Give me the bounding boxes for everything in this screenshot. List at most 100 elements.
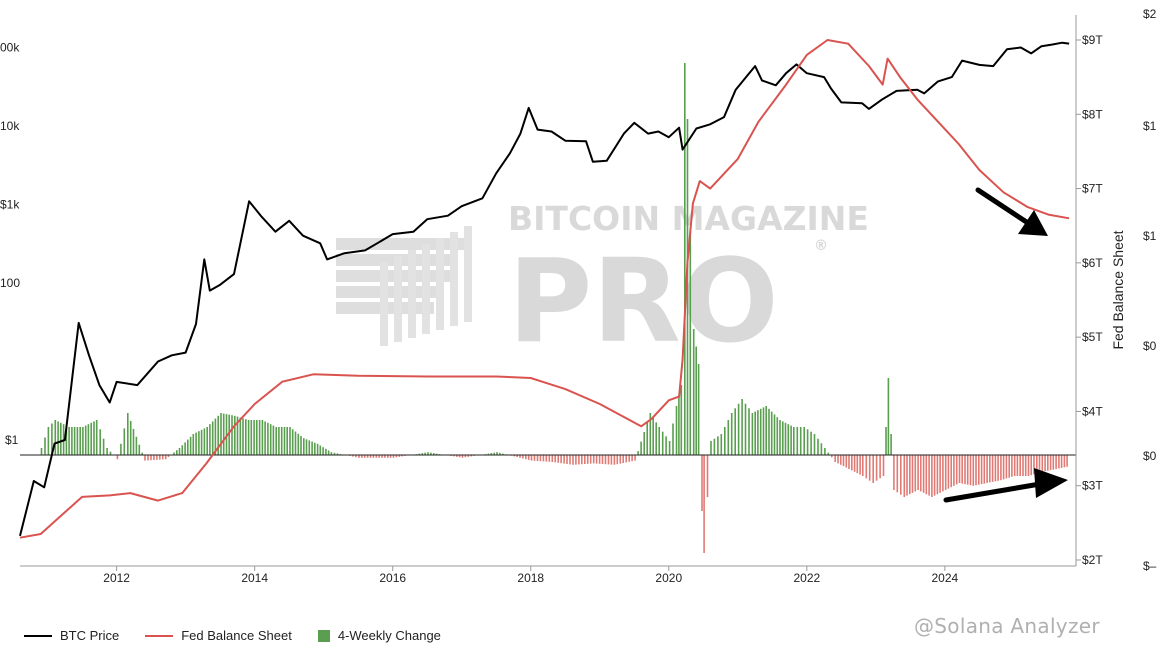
left-tick-label: $1k [0, 198, 20, 212]
change-bar [613, 455, 616, 465]
change-bar [1047, 455, 1049, 471]
change-bar [885, 427, 887, 455]
change-bar [581, 455, 583, 465]
change-bar [153, 455, 155, 460]
change-bar [616, 455, 619, 465]
change-bar [824, 448, 826, 455]
change-bar [401, 455, 403, 457]
change-bar [1019, 455, 1021, 476]
change-bar [1030, 455, 1032, 476]
change-bar [817, 438, 819, 455]
change-bar [164, 455, 167, 460]
far-right-tick-label: $– [1143, 559, 1157, 573]
change-bar [631, 455, 633, 462]
right-tick-label: $7T [1082, 182, 1103, 196]
change-bar [980, 455, 983, 485]
change-bar [706, 455, 709, 497]
change-bar [427, 452, 429, 455]
change-bar [661, 431, 664, 455]
change-bar [65, 425, 68, 455]
change-bar [239, 417, 242, 455]
arrow-down-icon [975, 187, 1048, 236]
change-bar [51, 423, 53, 455]
change-bar [355, 455, 357, 458]
change-bar [87, 424, 90, 455]
change-bar [754, 411, 756, 455]
change-bar [689, 231, 692, 455]
right-tick-label: $2T [1082, 553, 1103, 567]
change-bar [135, 436, 138, 455]
change-bar [887, 378, 890, 455]
change-bar [539, 455, 542, 462]
change-bar [189, 436, 192, 455]
change-bar [132, 428, 135, 455]
change-bar [1024, 455, 1027, 476]
change-bar [369, 455, 372, 458]
change-bar [906, 455, 908, 496]
change-bar [598, 455, 601, 464]
change-bar [903, 455, 906, 497]
legend-label-btc: BTC Price [60, 628, 120, 643]
legend-item-4-weekly-change[interactable]: 4-Weekly Change [317, 628, 441, 643]
change-bar [584, 455, 586, 464]
legend-label-fed: Fed Balance Sheet [181, 628, 292, 643]
change-bar [352, 455, 354, 457]
change-bar [911, 455, 914, 493]
change-bar [862, 455, 864, 476]
change-bar [245, 419, 247, 455]
legend-item-btc-price[interactable]: BTC Price [24, 628, 119, 643]
change-bar [330, 452, 333, 455]
watermark-registered: ® [814, 238, 828, 254]
change-bar [363, 455, 366, 458]
change-bar [156, 455, 158, 460]
change-bar [82, 427, 84, 455]
change-bar [519, 455, 521, 458]
change-bar [840, 455, 842, 465]
change-bar [872, 455, 874, 483]
change-bar [978, 455, 980, 485]
change-bar [834, 455, 836, 462]
change-bar [931, 455, 933, 497]
legend-item-fed-balance-sheet[interactable]: Fed Balance Sheet [145, 628, 292, 643]
change-bar [435, 453, 438, 455]
change-bar [178, 448, 181, 455]
change-bar [810, 431, 812, 455]
change-bar [925, 455, 928, 495]
change-bar [173, 452, 175, 455]
change-bar [950, 455, 952, 488]
far-right-axis-ticks: $2 $1 $1 $0 $0 $– [1143, 7, 1157, 573]
change-bar [1063, 455, 1066, 468]
far-right-tick-label: $2 [1143, 7, 1157, 21]
change-bar [1008, 455, 1010, 478]
change-bar [211, 421, 214, 455]
change-bar [649, 413, 652, 455]
change-bar [256, 420, 258, 455]
change-bar [695, 346, 697, 455]
change-bar [1044, 455, 1046, 472]
change-bar [942, 455, 944, 492]
change-bar [776, 417, 779, 455]
change-bar [234, 415, 236, 455]
x-tick-label: 2014 [241, 571, 268, 585]
change-bar [782, 421, 784, 455]
change-bar [250, 420, 253, 455]
change-bar [820, 443, 823, 455]
change-bar [300, 436, 302, 455]
change-bar [936, 455, 939, 495]
change-bar [181, 445, 184, 455]
change-bar [542, 455, 545, 462]
change-bar [703, 455, 705, 553]
change-bar [430, 452, 432, 455]
change-bar [236, 416, 239, 455]
legend-label-change: 4-Weekly Change [337, 628, 441, 643]
change-bar [493, 452, 495, 455]
change-bar [909, 455, 911, 495]
change-bar [678, 395, 680, 455]
change-bar [214, 418, 217, 455]
change-bar [418, 453, 421, 455]
change-bar [713, 438, 716, 455]
change-bar [966, 455, 969, 485]
change-bar [628, 455, 630, 462]
watermark-bar [450, 232, 458, 326]
change-bar [991, 455, 994, 482]
